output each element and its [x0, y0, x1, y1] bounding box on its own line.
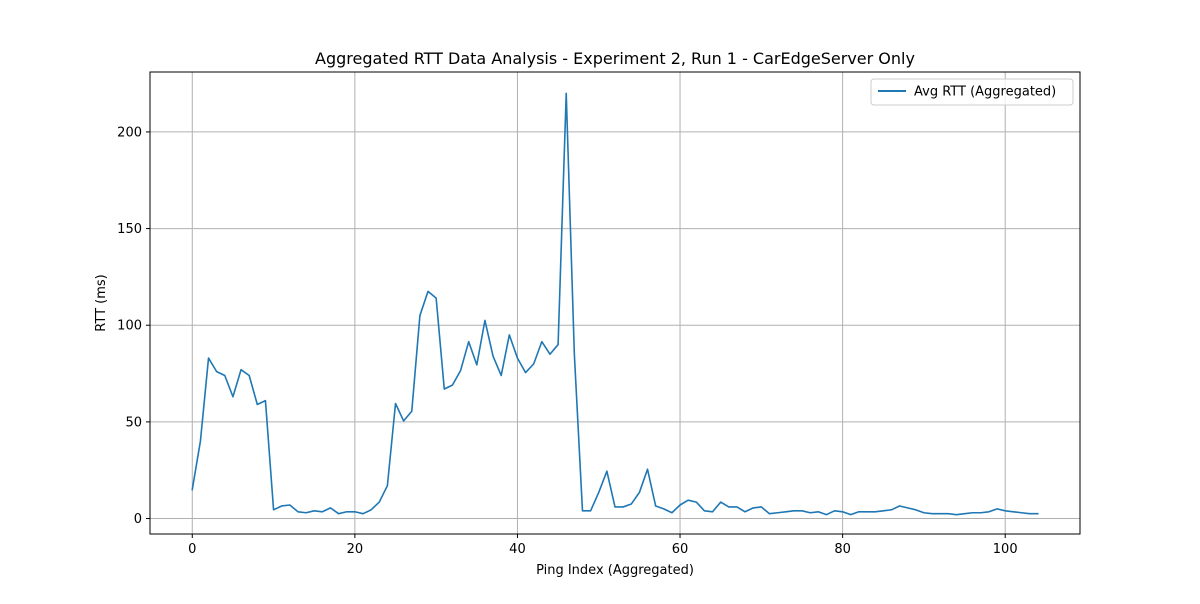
y-tick-label: 0 [134, 512, 142, 527]
x-tick-label: 0 [188, 542, 196, 557]
series-line [191, 92, 1039, 516]
legend-entry-label: Avg RTT (Aggregated) [914, 85, 1056, 100]
axis-ticks: 0 20 40 60 80 100 0 50 100 150 200 [117, 125, 1017, 557]
x-tick-label: 60 [672, 542, 689, 557]
x-tick-label: 100 [993, 542, 1018, 557]
chart-title: Aggregated RTT Data Analysis - Experimen… [315, 49, 915, 68]
x-axis-label: Ping Index (Aggregated) [536, 563, 694, 578]
plot-area [149, 71, 1081, 535]
legend-box [870, 78, 1074, 106]
x-tick-label: 20 [347, 542, 364, 557]
y-tick-label: 100 [117, 319, 142, 334]
x-tick-label: 40 [509, 542, 526, 557]
y-tick-label: 200 [117, 125, 142, 140]
y-tick-label: 150 [117, 222, 142, 237]
legend: Avg RTT (Aggregated) [870, 78, 1074, 106]
grid-lines [150, 72, 1080, 534]
series-lines [191, 92, 1039, 516]
y-axis-label: RTT (ms) [94, 274, 109, 331]
x-tick-label: 80 [834, 542, 851, 557]
y-tick-label: 50 [125, 415, 142, 430]
